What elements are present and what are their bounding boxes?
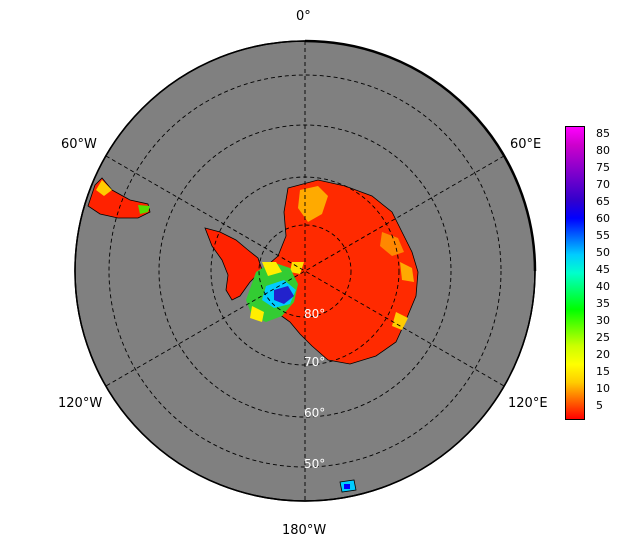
colorbar-tick: 55 (596, 229, 610, 242)
lon-label-120e: 120°E (508, 396, 548, 411)
colorbar-tick: 25 (596, 331, 610, 344)
orange-patch-east (380, 232, 404, 256)
island-core (344, 484, 350, 489)
lat-label-70: 70° (304, 355, 326, 369)
yellow-patch-center (290, 262, 304, 274)
colorbar-tick: 70 (596, 178, 610, 191)
lon-label-120w: 120°W (58, 396, 103, 411)
colorbar-tick: 60 (596, 212, 610, 225)
weddell-blue (274, 286, 294, 304)
lat-label-60: 60° (304, 406, 326, 420)
lat-circle-50 (108, 74, 502, 468)
lat-label-50: 50° (304, 457, 326, 471)
colorbar-tick: 75 (596, 161, 610, 174)
south-america-yellow (96, 180, 112, 196)
graticule (105, 41, 505, 501)
colorbar-tick: 65 (596, 195, 610, 208)
colorbar-tick: 30 (596, 314, 610, 327)
colorbar-tick: 5 (596, 399, 603, 412)
weddell-yellow2 (262, 262, 282, 276)
colorbar-tick: 85 (596, 127, 610, 140)
peninsula-data (204, 227, 263, 301)
colorbar-tick: 35 (596, 297, 610, 310)
colorbar-tick: 20 (596, 348, 610, 361)
lon-label-0: 0° (296, 9, 311, 24)
colorbar-tick: 10 (596, 382, 610, 395)
yellow-patch-southeast (392, 312, 408, 330)
colorbar-tick: 80 (596, 144, 610, 157)
yellow-patch-top (298, 186, 328, 222)
lon-label-60w: 60°W (61, 137, 97, 152)
map-border-shadow (304, 39, 537, 272)
colorbar-tick: 40 (596, 280, 610, 293)
weddell-yellow (250, 306, 264, 322)
south-america-green (138, 205, 150, 214)
orange-patch-east2 (400, 262, 414, 282)
colorbar-tick: 15 (596, 365, 610, 378)
colorbar-tick: 50 (596, 246, 610, 259)
lon-label-60e: 60°E (510, 137, 542, 152)
lat-label-80: 80° (304, 307, 326, 321)
colorbar (565, 126, 585, 420)
lon-label-180w: 180°W (282, 523, 327, 538)
colorbar-tick: 45 (596, 263, 610, 276)
